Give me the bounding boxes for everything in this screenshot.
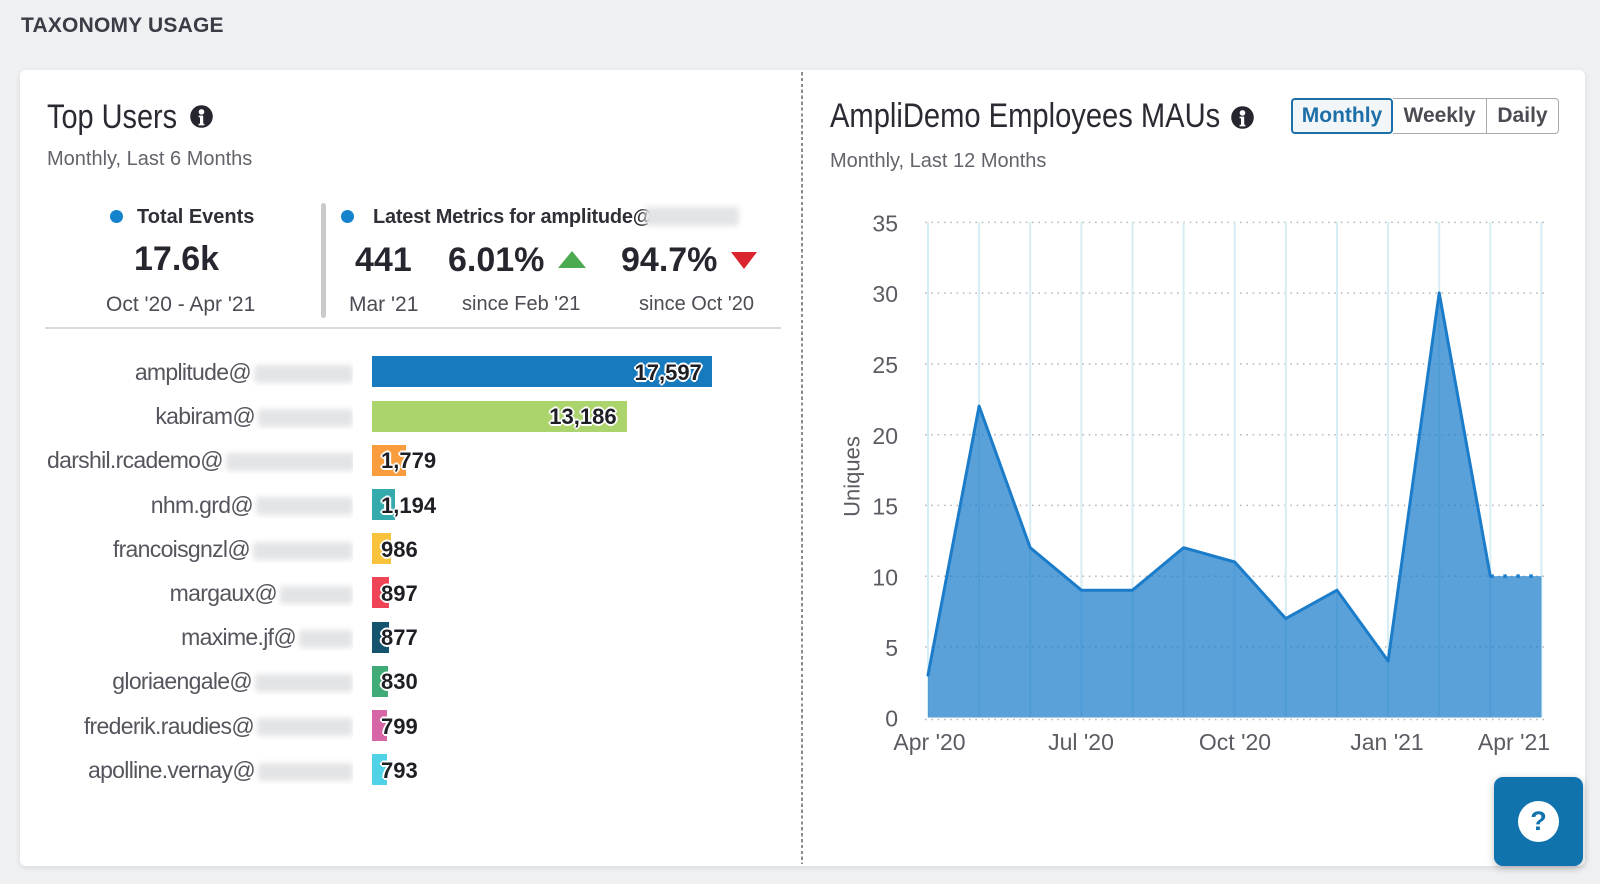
svg-text:25: 25 xyxy=(872,352,898,378)
svg-text:Apr '20: Apr '20 xyxy=(893,729,965,755)
svg-text:Apr '21: Apr '21 xyxy=(1478,729,1550,755)
svg-text:0: 0 xyxy=(885,706,898,732)
svg-text:10: 10 xyxy=(872,564,898,590)
svg-text:Jul '20: Jul '20 xyxy=(1048,729,1114,755)
svg-text:5: 5 xyxy=(885,635,898,661)
svg-text:Uniques: Uniques xyxy=(840,436,865,517)
svg-text:20: 20 xyxy=(872,423,898,449)
svg-text:15: 15 xyxy=(872,494,898,520)
svg-text:Oct '20: Oct '20 xyxy=(1199,729,1271,755)
svg-text:35: 35 xyxy=(872,211,898,237)
svg-text:Jan '21: Jan '21 xyxy=(1350,729,1423,755)
svg-text:30: 30 xyxy=(872,281,898,307)
